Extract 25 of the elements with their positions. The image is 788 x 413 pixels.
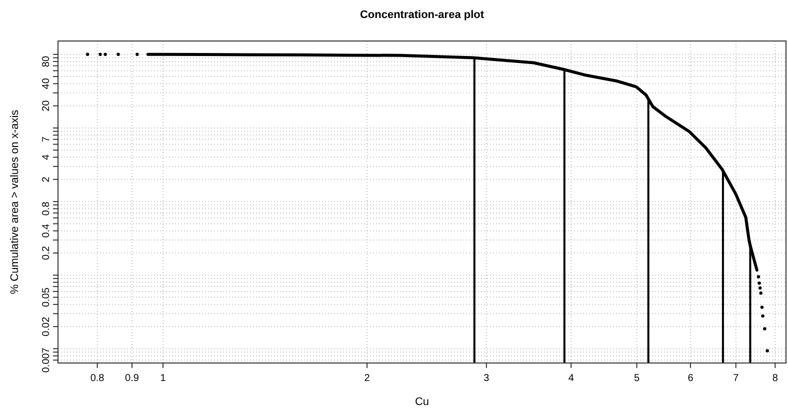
x-axis-title: Cu xyxy=(414,396,430,408)
y-tick-label: 20 xyxy=(41,100,52,112)
y-tick-label: 0.05 xyxy=(41,287,52,308)
x-tick-label: 0.8 xyxy=(90,373,105,384)
y-tick-label: 7 xyxy=(41,136,52,142)
y-tick-label: 40 xyxy=(41,78,52,90)
y-tick-label: 0.4 xyxy=(41,223,52,238)
x-tick-label: 2 xyxy=(364,373,370,384)
y-axis-title: % Cumulative area > values on x-axis xyxy=(9,109,21,294)
x-tick-label: 0.9 xyxy=(125,373,140,384)
x-tick-label: 6 xyxy=(688,373,694,384)
y-tick-label: 0.02 xyxy=(41,316,52,336)
y-tick-label: 4 xyxy=(41,154,52,160)
x-tick-label: 3 xyxy=(484,373,490,384)
y-tick-label: 0.007 xyxy=(41,347,52,373)
x-tick-label: 7 xyxy=(733,373,740,384)
x-tick-label: 4 xyxy=(568,373,574,384)
chart-title: Concentration-area plot xyxy=(360,9,484,21)
y-tick-label: 2 xyxy=(41,176,52,182)
y-tick-label: 0.8 xyxy=(41,201,52,216)
x-tick-label: 1 xyxy=(160,373,166,384)
y-tick-label: 80 xyxy=(41,56,52,68)
x-tick-label: 8 xyxy=(772,373,778,384)
y-tick-label: 0.2 xyxy=(41,246,52,260)
x-tick-label: 5 xyxy=(634,373,640,384)
